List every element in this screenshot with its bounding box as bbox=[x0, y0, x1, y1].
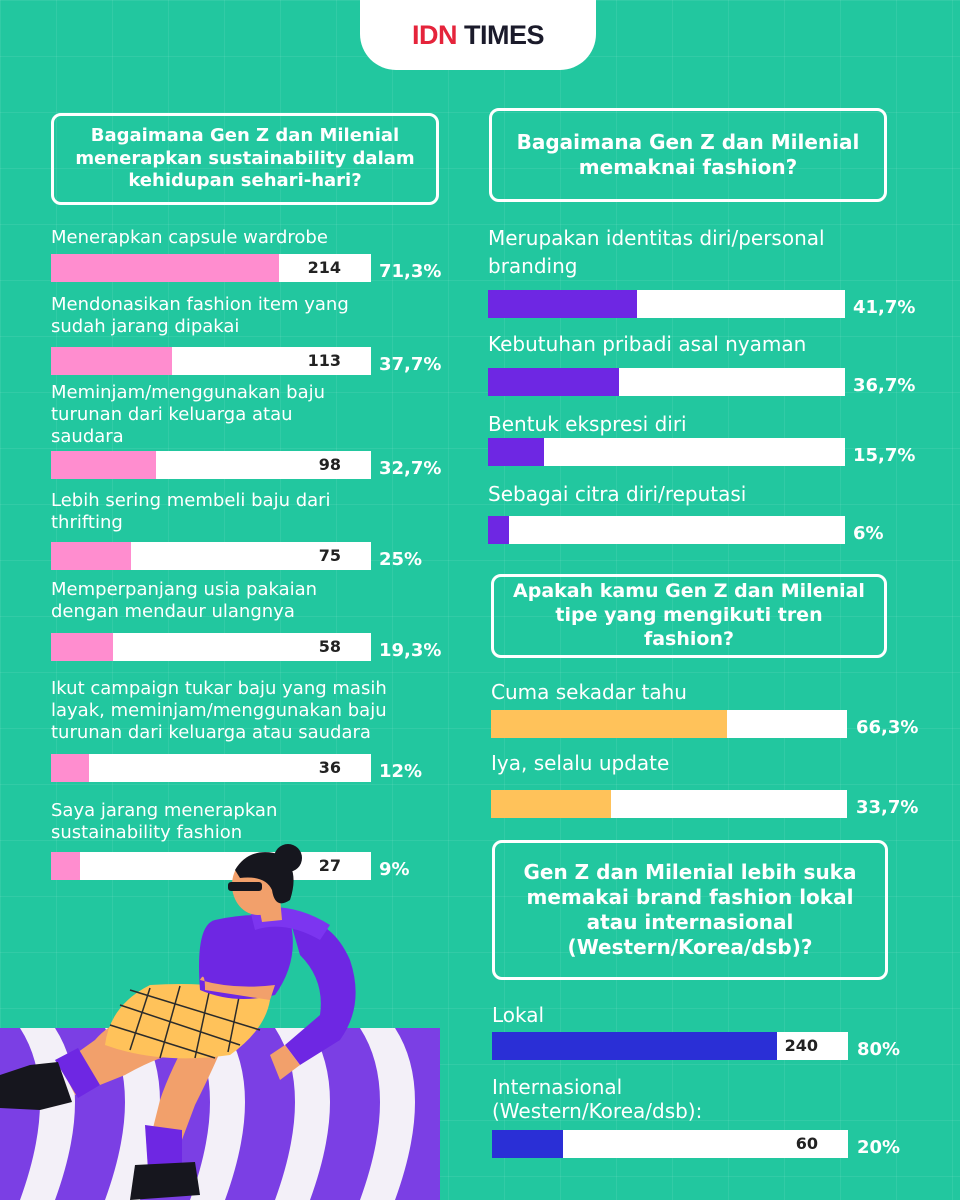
percent-label: 32,7% bbox=[379, 458, 442, 479]
question-box-1: Bagaimana Gen Z dan Milenial menerapkan s… bbox=[51, 113, 439, 205]
answer-label: Iya, selalu update bbox=[491, 751, 670, 775]
bar-fill bbox=[491, 790, 611, 818]
answer-label: Lebih sering membeli baju dari thrifting bbox=[51, 490, 331, 533]
question-title: Gen Z dan Milenial lebih suka memakai bra… bbox=[523, 860, 857, 959]
bar-fill bbox=[488, 516, 510, 544]
question-title: Bagaimana Gen Z dan Milenial menerapkan s… bbox=[75, 125, 415, 192]
bar-count: 36 bbox=[318, 758, 341, 777]
bar-track: 27 bbox=[51, 852, 371, 880]
woman-illustration bbox=[0, 844, 440, 1200]
bar-fill bbox=[488, 368, 620, 396]
answer-label: Bentuk ekspresi diri bbox=[488, 412, 687, 436]
bar-fill bbox=[51, 254, 280, 282]
percent-label: 37,7% bbox=[379, 354, 442, 375]
bar-fill bbox=[51, 633, 113, 661]
bar-count: 58 bbox=[318, 637, 341, 656]
bar-fill bbox=[51, 542, 131, 570]
percent-label: 9% bbox=[379, 859, 410, 880]
bar-count: 214 bbox=[307, 258, 341, 277]
bar-count: 27 bbox=[318, 856, 341, 875]
percent-label: 80% bbox=[857, 1039, 901, 1060]
bar-track: 75 bbox=[51, 542, 371, 570]
bar-track bbox=[488, 290, 845, 318]
percent-label: 15,7% bbox=[853, 445, 916, 466]
question-box-2: Bagaimana Gen Z dan Milenial memaknai fas… bbox=[489, 108, 887, 202]
percent-label: 6% bbox=[853, 523, 884, 544]
answer-label: Cuma sekadar tahu bbox=[491, 680, 687, 704]
question-title: Apakah kamu Gen Z dan Milenial tipe yang … bbox=[513, 580, 865, 650]
answer-label: Lokal bbox=[492, 1003, 545, 1027]
bar-count: 60 bbox=[795, 1134, 818, 1153]
idn-times-logo: IDN TIMES bbox=[360, 0, 596, 70]
bar-track bbox=[491, 790, 847, 818]
bar-fill bbox=[492, 1130, 564, 1158]
bar-track: 36 bbox=[51, 754, 371, 782]
bar-track: 98 bbox=[51, 451, 371, 479]
bar-fill bbox=[492, 1032, 777, 1060]
percent-label: 66,3% bbox=[856, 717, 919, 738]
bar-track bbox=[488, 368, 845, 396]
answer-label: Memperpanjang usia pakaian dengan mendaur… bbox=[51, 579, 318, 622]
question-title: Bagaimana Gen Z dan Milenial memaknai fas… bbox=[516, 130, 860, 179]
bar-count: 75 bbox=[318, 546, 341, 565]
bar-count: 98 bbox=[318, 455, 341, 474]
bar-fill bbox=[51, 451, 156, 479]
answer-label: Saya jarang menerapkan sustainability fas… bbox=[51, 800, 278, 843]
answer-label: Meminjam/menggunakan baju turunan dari ke… bbox=[51, 382, 326, 447]
answer-label: Kebutuhan pribadi asal nyaman bbox=[488, 332, 807, 356]
percent-label: 33,7% bbox=[856, 797, 919, 818]
percent-label: 41,7% bbox=[853, 297, 916, 318]
question-box-3: Apakah kamu Gen Z dan Milenial tipe yang … bbox=[491, 574, 887, 658]
bar-track bbox=[491, 710, 847, 738]
bar-track bbox=[488, 438, 845, 466]
bar-count: 240 bbox=[784, 1036, 818, 1055]
answer-label: Sebagai citra diri/reputasi bbox=[488, 482, 747, 506]
bar-fill bbox=[51, 347, 172, 375]
percent-label: 19,3% bbox=[379, 640, 442, 661]
answer-label: Ikut campaign tukar baju yang masih layak… bbox=[51, 678, 387, 743]
bar-fill bbox=[51, 852, 80, 880]
bar-track: 240 bbox=[492, 1032, 848, 1060]
bar-track: 214 bbox=[51, 254, 371, 282]
bar-track bbox=[488, 516, 845, 544]
answer-label: Internasional (Western/Korea/dsb): bbox=[492, 1075, 703, 1123]
answer-label: Mendonasikan fashion item yang sudah jara… bbox=[51, 294, 349, 337]
percent-label: 20% bbox=[857, 1137, 901, 1158]
bar-fill bbox=[488, 290, 637, 318]
logo-times-text: TIMES bbox=[463, 19, 545, 50]
percent-label: 12% bbox=[379, 761, 423, 782]
bar-count: 113 bbox=[307, 351, 341, 370]
percent-label: 36,7% bbox=[853, 375, 916, 396]
bar-fill bbox=[491, 710, 728, 738]
bar-fill bbox=[488, 438, 545, 466]
answer-label: Menerapkan capsule wardrobe bbox=[51, 227, 328, 248]
bar-track: 113 bbox=[51, 347, 371, 375]
bar-track: 58 bbox=[51, 633, 371, 661]
bar-track: 60 bbox=[492, 1130, 848, 1158]
answer-label: Merupakan identitas diri/personal brandin… bbox=[488, 226, 825, 278]
question-box-4: Gen Z dan Milenial lebih suka memakai bra… bbox=[492, 840, 888, 980]
logo-idn-text: IDN bbox=[411, 19, 458, 50]
percent-label: 71,3% bbox=[379, 261, 442, 282]
bar-fill bbox=[51, 754, 90, 782]
percent-label: 25% bbox=[379, 549, 423, 570]
